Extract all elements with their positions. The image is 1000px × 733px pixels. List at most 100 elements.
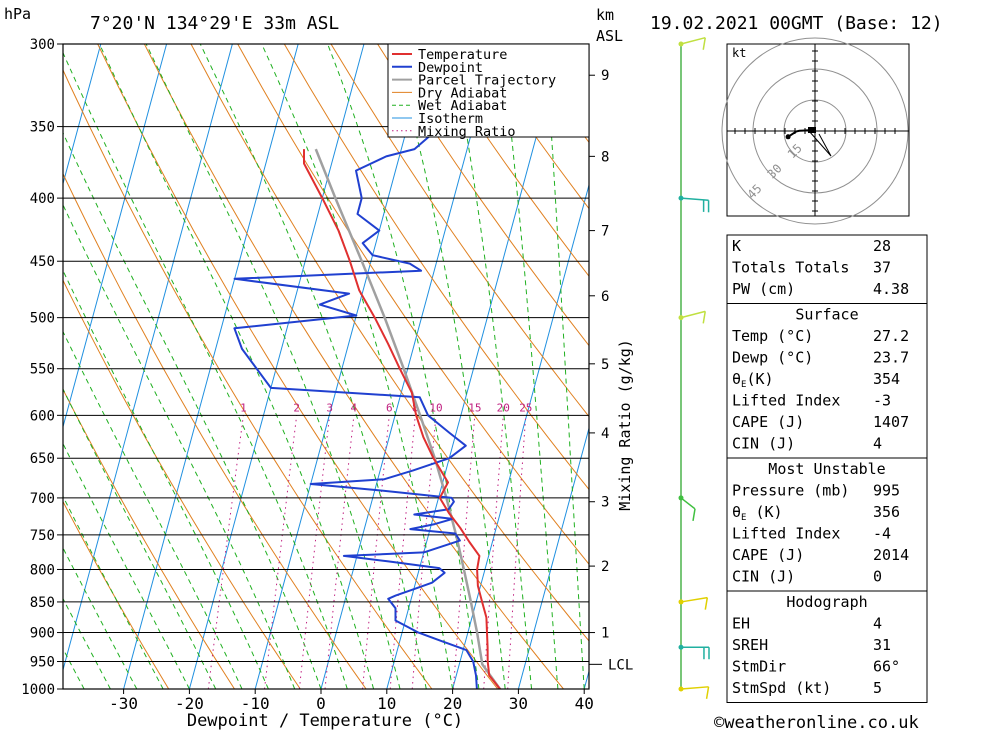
pressure-tick-label: 1000: [21, 682, 55, 698]
index-label: θE (K): [732, 503, 783, 523]
dry-adiabat-line: [63, 172, 367, 689]
km-axis: 1 2 3 4 5 6 7 8 9 LCL: [589, 68, 633, 673]
isotherm-line: [63, 44, 168, 429]
isotherm-line: [63, 44, 102, 186]
table-section-title: Most Unstable: [768, 460, 885, 478]
pressure-tick-label: 700: [30, 491, 55, 507]
isotherm-line: [123, 44, 299, 689]
index-label: PW (cm): [732, 280, 795, 298]
dry-adiabat-line: [190, 44, 589, 642]
km-unit-label: km: [596, 6, 614, 24]
km-tick-label: 2: [601, 559, 609, 575]
pressure-tick-label: 850: [30, 595, 55, 611]
pressure-tick-label: 750: [30, 528, 55, 544]
isotherm-line: [188, 44, 365, 689]
km-tick-label: 5: [601, 357, 609, 373]
legend-entry: Wet Adiabat: [418, 98, 507, 114]
index-label: CIN (J): [732, 435, 795, 453]
location-title: 7°20'N 134°29'E 33m ASL: [90, 13, 339, 34]
index-value: 995: [873, 482, 900, 500]
dry-adiabat-line: [423, 44, 589, 278]
asl-unit-label: ASL: [596, 27, 623, 45]
index-label: CAPE (J): [732, 413, 804, 431]
dry-adiabat-line: [330, 44, 589, 418]
index-label: CAPE (J): [732, 546, 804, 564]
wet-adiabat-line: [63, 495, 164, 689]
index-label: SREH: [732, 636, 768, 654]
index-value: 23.7: [873, 349, 909, 367]
parcel-trajectory-line: [314, 148, 502, 689]
mixing-ratio-line: [362, 415, 390, 689]
temperature-tick-label: -20: [175, 694, 204, 713]
index-label: θE(K): [732, 370, 774, 390]
hpa-unit-label: hPa: [4, 5, 31, 23]
wind-barb: [680, 36, 706, 45]
index-label: StmDir: [732, 658, 786, 676]
index-label: StmSpd (kt): [732, 679, 831, 697]
pressure-tick-label: 900: [30, 626, 55, 642]
index-value: 4: [873, 435, 882, 453]
hodograph-table: [726, 590, 928, 703]
pressure-tick-label: 500: [30, 311, 55, 327]
index-label: Lifted Index: [732, 392, 840, 410]
index-value: 66°: [873, 658, 900, 676]
index-value: 0: [873, 568, 882, 586]
index-value: 5: [873, 679, 882, 697]
mixing-ratio-label: 3: [326, 401, 333, 414]
pressure-tick-label: 350: [30, 120, 55, 136]
index-label: Temp (°C): [732, 327, 813, 345]
mixing-ratio-line: [298, 415, 331, 689]
temperature-tick-label: 0: [316, 694, 326, 713]
wet-adiabat-line: [391, 44, 506, 689]
index-value: 28: [873, 237, 891, 255]
index-label: EH: [732, 615, 750, 633]
mixing-ratio-label: 25: [519, 401, 532, 414]
indices-panel: K 28 Totals Totals 37 PW (cm) 4.38 Surface Temp…: [726, 234, 928, 703]
index-label: Dewp (°C): [732, 349, 813, 367]
index-value: 31: [873, 636, 891, 654]
sounding-profiles: [233, 44, 502, 689]
wet-adiabat-line: [63, 546, 138, 689]
wet-adiabat-line: [545, 44, 585, 689]
wet-adiabat-line: [145, 44, 401, 689]
wind-barb: [680, 497, 696, 510]
isotherm-line: [254, 44, 431, 689]
wet-adiabat-line: [63, 442, 190, 689]
pressure-tick-label: 650: [30, 451, 55, 467]
pressure-tick-label: 600: [30, 408, 55, 424]
x-axis-label: Dewpoint / Temperature (°C): [187, 711, 463, 731]
mixing-ratio-label: 6: [386, 401, 393, 414]
index-value: 2014: [873, 546, 909, 564]
wind-barb-flag: [692, 508, 696, 521]
mixing-ratio-label: 1: [240, 401, 247, 414]
temperature-line: [303, 149, 501, 689]
pressure-tick-label: 300: [30, 37, 55, 53]
temperature-tick-label: -10: [241, 694, 270, 713]
isotherm-line: [517, 426, 589, 689]
mixing-ratio-line: [324, 415, 355, 689]
wet-adiabat-line: [500, 44, 559, 689]
mixing-ratio-axis-label: Mixing Ratio (g/kg): [616, 339, 634, 511]
km-tick-label: 4: [601, 426, 609, 442]
lcl-label: LCL: [608, 657, 633, 673]
wind-barb-flag: [702, 37, 706, 50]
footer-credit: ©weatheronline.co.uk: [714, 713, 919, 733]
isotherm-line: [63, 44, 233, 672]
mixing-ratio-label: 15: [468, 401, 481, 414]
dry-adiabat-line: [377, 44, 589, 347]
hodograph-end-point: [785, 134, 791, 140]
km-tick-label: 3: [601, 495, 609, 511]
temperature-tick-label: 40: [575, 694, 594, 713]
mixing-ratio-label: 4: [351, 401, 358, 414]
dry-adiabat-line: [143, 44, 564, 689]
wet-adiabat-line: [63, 597, 111, 689]
legend-entry: Dry Adiabat: [418, 85, 507, 101]
wind-barb: [680, 310, 706, 319]
wet-adiabat-line: [63, 387, 217, 689]
dry-adiabat-line: [937, 44, 1000, 689]
pressure-axis: 300 350 400 450 500 550 600 650 700 750 800 850 900 9…: [21, 37, 63, 698]
dry-adiabat-line: [283, 44, 589, 491]
legend-entry: Parcel Trajectory: [418, 73, 556, 89]
km-tick-label: 6: [601, 289, 609, 305]
